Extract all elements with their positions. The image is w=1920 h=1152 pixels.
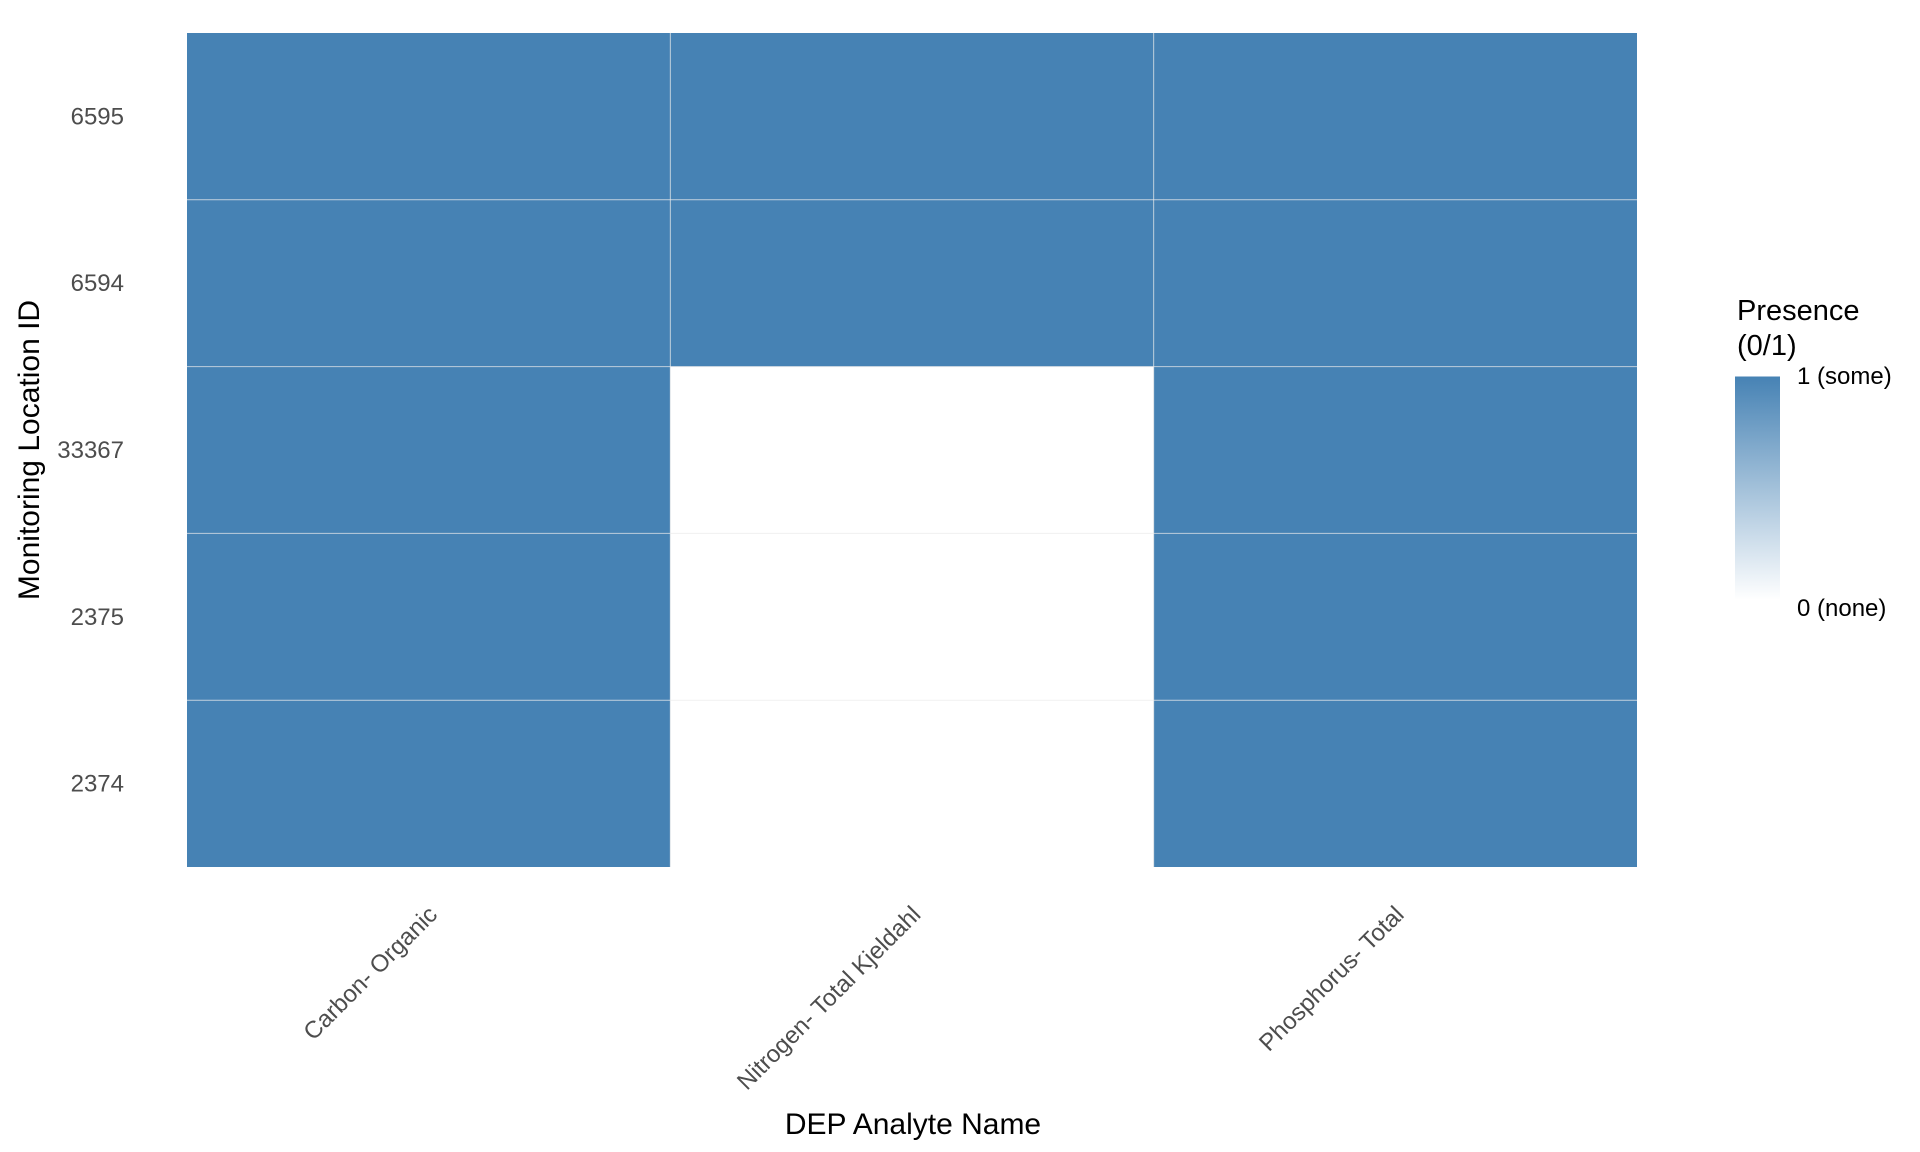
y-tick-labels: 6595 6594 33367 2375 2374 xyxy=(57,103,124,797)
heatmap-cell-2374-3 xyxy=(1153,700,1637,867)
x-tick-label: Nitrogen- Total Kjeldahl xyxy=(732,901,926,1095)
legend: Presence (0/1) 1 (some) 0 (none) xyxy=(1735,295,1892,622)
heatmap-cell-33367-1 xyxy=(187,366,671,534)
heatmap-cell-6594-3 xyxy=(1153,199,1637,367)
heatmap-cell-2374-1 xyxy=(187,700,671,867)
heatmap-cell-33367-3 xyxy=(1153,366,1637,534)
y-tick-label: 6594 xyxy=(71,270,124,297)
heatmap-cell-2375-3 xyxy=(1153,533,1637,701)
heatmap-gridlines xyxy=(187,33,1637,867)
y-tick-label: 33367 xyxy=(57,437,124,464)
y-axis-title: Monitoring Location ID xyxy=(13,300,46,600)
heatmap-cell-33367-2 xyxy=(670,366,1154,534)
x-tick-labels: Carbon- Organic Nitrogen- Total Kjeldahl P… xyxy=(298,901,1409,1095)
legend-label-high: 1 (some) xyxy=(1797,363,1892,390)
heatmap-cell-2375-1 xyxy=(187,533,671,701)
x-tick-label: Carbon- Organic xyxy=(298,901,443,1046)
heatmap-cells xyxy=(187,33,1637,867)
y-tick-label: 2375 xyxy=(71,604,124,631)
heatmap-cell-2375-2 xyxy=(670,533,1154,701)
heatmap-cell-6594-2 xyxy=(670,199,1154,367)
heatmap-cell-6595-1 xyxy=(187,33,671,200)
legend-label-low: 0 (none) xyxy=(1797,595,1886,622)
x-tick-label: Phosphorus- Total xyxy=(1254,901,1410,1057)
legend-title-line-2: (0/1) xyxy=(1737,330,1797,362)
heatmap-cell-6595-3 xyxy=(1153,33,1637,200)
x-axis-title: DEP Analyte Name xyxy=(785,1108,1041,1141)
heatmap-cell-6595-2 xyxy=(670,33,1154,200)
y-tick-label: 6595 xyxy=(71,103,124,130)
heatmap-cell-6594-1 xyxy=(187,199,671,367)
legend-title-line-1: Presence xyxy=(1737,295,1860,327)
legend-colorbar xyxy=(1735,376,1780,600)
y-tick-label: 2374 xyxy=(71,771,124,798)
heatmap-cell-2374-2 xyxy=(670,700,1154,867)
